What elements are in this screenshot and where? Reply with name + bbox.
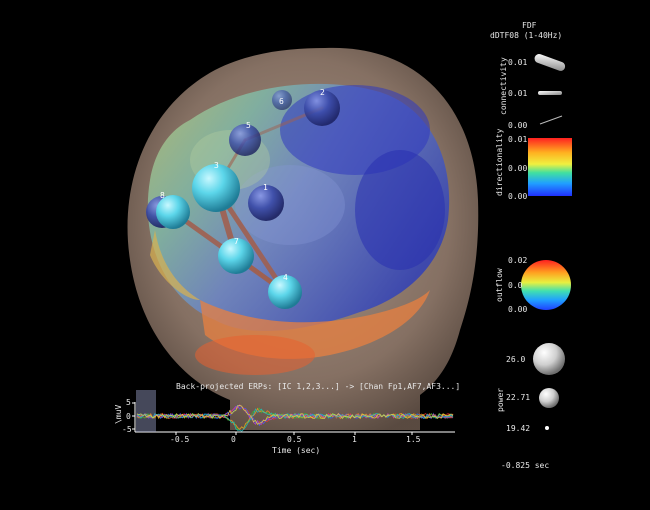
node-2[interactable] xyxy=(304,90,340,126)
power-sphere-large xyxy=(533,343,565,375)
node-4[interactable] xyxy=(156,195,190,229)
node-9[interactable] xyxy=(268,275,302,309)
erp-panel[interactable] xyxy=(132,390,455,435)
erp-ylabel: \muV xyxy=(114,404,123,424)
node-label: 4 xyxy=(283,273,288,282)
erp-xtick: 1.5 xyxy=(406,435,421,444)
power-tick: 19.42 xyxy=(506,424,531,433)
node-label: 5 xyxy=(246,121,251,130)
outflow-colorsphere xyxy=(521,260,571,310)
erp-traces xyxy=(136,404,454,432)
node-label: 6 xyxy=(279,97,284,106)
node-labels: 2 6 5 1 3 8 7 4 xyxy=(160,88,325,282)
directionality-colorbar xyxy=(528,138,572,196)
node-6[interactable] xyxy=(272,90,292,110)
connectivity-tick: 0.00 xyxy=(508,121,528,130)
node-7[interactable] xyxy=(218,238,254,274)
erp-title: Back-projected ERPs: [IC 1,2,3...] -> [C… xyxy=(176,382,461,391)
erp-ytick: 5 xyxy=(126,398,131,407)
power-sphere-medium xyxy=(539,388,559,408)
erp-xtick: 0 xyxy=(231,435,236,444)
node-label: 2 xyxy=(320,88,325,97)
outflow-tick: 0.0 xyxy=(508,281,523,290)
directionality-tick: 0.00 xyxy=(508,192,528,201)
measure-label: dDTF08 (1-40Hz) xyxy=(490,31,563,40)
power-tick: 22.71 xyxy=(506,393,531,402)
connectivity-tick: 0.01 xyxy=(508,89,528,98)
power-axis-label: power xyxy=(496,387,505,412)
power-sphere-small xyxy=(545,426,549,430)
connectivity-tick: 0.01 xyxy=(508,58,528,67)
node-label: 1 xyxy=(263,183,268,192)
node-label: 8 xyxy=(160,191,165,200)
connectivity-glyph-small xyxy=(539,115,563,125)
directionality-tick: 0.01 xyxy=(508,135,528,144)
node-label: 3 xyxy=(214,161,219,170)
erp-ytick: 0 xyxy=(126,412,131,421)
outflow-tick: 0.02 xyxy=(508,256,528,265)
outflow-tick: 0.00 xyxy=(508,305,528,314)
erp-cursor-window[interactable] xyxy=(136,390,156,432)
erp-xtick: 1 xyxy=(352,435,357,444)
node-1[interactable] xyxy=(248,185,284,221)
node-label: 7 xyxy=(234,237,239,246)
power-tick: 26.0 xyxy=(506,355,526,364)
directionality-axis-label: directionality xyxy=(495,128,504,196)
directionality-tick: 0.00 xyxy=(508,164,528,173)
connectivity-axis-label: connectivity xyxy=(499,57,508,115)
connectivity-glyph-large xyxy=(534,54,566,71)
outflow-axis-label: outflow xyxy=(495,268,504,302)
connectivity-glyph-medium xyxy=(538,91,562,95)
erp-trace xyxy=(136,405,454,425)
method-label: FDF xyxy=(522,21,537,30)
erp-axis-ticks xyxy=(132,402,413,435)
node-3[interactable] xyxy=(192,164,240,212)
connectivity-legend xyxy=(534,54,566,125)
node-5[interactable] xyxy=(229,124,261,156)
source-nodes[interactable] xyxy=(146,90,340,309)
power-legend xyxy=(533,343,565,430)
time-readout: -0.825 sec xyxy=(501,461,550,470)
erp-ytick: -5 xyxy=(122,425,132,434)
erp-xtick: -0.5 xyxy=(170,435,190,444)
erp-xlabel: Time (sec) xyxy=(272,446,321,455)
erp-xtick: 0.5 xyxy=(287,435,302,444)
